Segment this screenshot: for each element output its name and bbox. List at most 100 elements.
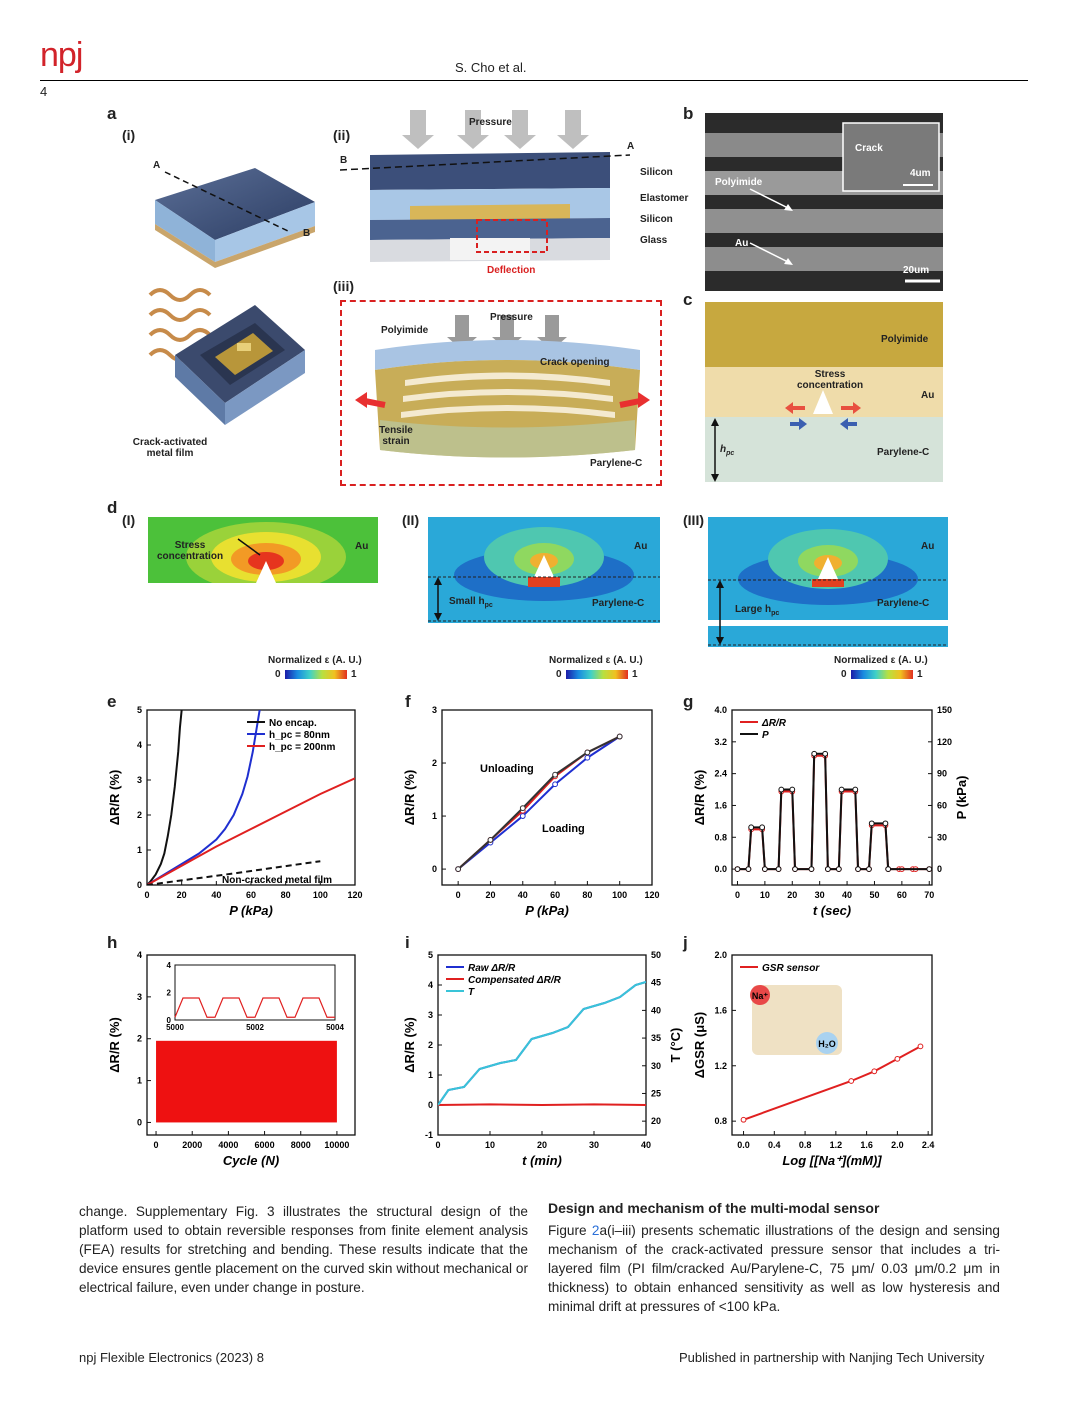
fea-map-3: [708, 517, 948, 647]
body-right-pre: Figure: [548, 1223, 592, 1238]
x-tick-label-e: 120: [347, 890, 362, 900]
y-tick-label-f: 2: [432, 758, 437, 768]
data-point-g: [759, 824, 766, 831]
y2-axis-label-g: P (kPa): [954, 776, 969, 820]
x-tick-label-e: 20: [177, 890, 187, 900]
d-stress-label: Stress concentration: [150, 540, 230, 562]
annotation-unloading: Unloading: [480, 763, 534, 775]
y-tick-label-i: 4: [428, 980, 433, 990]
plot-frame-f: [441, 709, 653, 886]
legend-label-g: P: [762, 730, 769, 741]
data-point-g: [838, 786, 845, 793]
y2-tick-label-g: 60: [937, 800, 947, 810]
legend-label-j: GSR sensor: [762, 963, 820, 974]
x-tick-label-g: 20: [787, 890, 797, 900]
x-tick-label-e: 40: [211, 890, 221, 900]
series-line-f-0: [457, 735, 621, 870]
x-tick-label-j: 2.0: [891, 1140, 904, 1150]
inset-x-tick-label: 5002: [246, 1023, 264, 1032]
chart-j: 0.0 0.4 0.8 1.2 1.6 2.0 2.4 0.8 1.2 1.6 2.0 Log [[N…: [692, 950, 934, 1168]
section-heading: Design and mechanism of the multi-modal …: [548, 1200, 880, 1216]
cbar1-min: 0: [275, 669, 281, 680]
panel-label-h: h: [107, 933, 118, 952]
y-tick-label-i: 0: [428, 1100, 433, 1110]
y-tick-label-e: 3: [137, 775, 142, 785]
y2-tick-label-g: 30: [937, 832, 947, 842]
plot-frame-h: [146, 954, 356, 1136]
y2-tick-label-i: 35: [651, 1033, 661, 1043]
x-tick-label-g: 70: [924, 890, 934, 900]
x-tick-label-f: 120: [644, 890, 659, 900]
fea-map-2: [428, 517, 660, 623]
x-tick-label-g: 0: [735, 890, 740, 900]
parylene-label: Parylene-C: [590, 458, 643, 469]
x-tick-label-f: 20: [485, 890, 495, 900]
data-point-f: [616, 733, 623, 740]
data-point-g: [835, 866, 842, 872]
series-line-i-1: [438, 1103, 646, 1107]
y-tick-label-h: 4: [137, 950, 142, 960]
data-point-g: [852, 786, 859, 793]
x-tick-label-e: 60: [246, 890, 256, 900]
y-tick-label-h: 0: [137, 1117, 142, 1127]
d3-au-label: Au: [921, 541, 935, 552]
data-point-g: [868, 820, 875, 827]
panel-label-a: a: [107, 104, 117, 123]
page-number: 4: [40, 84, 48, 99]
data-point-j: [894, 1055, 901, 1062]
y-tick-label-i: 3: [428, 1010, 433, 1020]
crack-film-label-line2: metal film: [146, 448, 194, 459]
y-tick-label-f: 3: [432, 705, 437, 715]
x-tick-label-g: 40: [842, 890, 852, 900]
annotation-e: Non-cracked metal film: [222, 875, 332, 886]
series-line-e-1: [147, 710, 261, 885]
cbar2-min: 0: [556, 669, 562, 680]
panel-label-b: b: [683, 104, 694, 123]
d2-parylene-label: Parylene-C: [592, 598, 645, 609]
na-label: Na⁺: [752, 991, 769, 1001]
x-tick-label-h: 0: [154, 1140, 159, 1150]
data-point-f: [552, 781, 558, 788]
layer-silicon-label: Silicon: [640, 167, 673, 178]
x-tick-label-h: 2000: [182, 1140, 202, 1150]
panel-label-a-i: (i): [122, 127, 136, 143]
body-right-paragraph: Figure 2a(i–iii) presents schematic illu…: [548, 1221, 1000, 1316]
crack-schematic: [705, 302, 943, 482]
y-tick-label-h: 2: [137, 1034, 142, 1044]
data-point-g: [855, 866, 861, 872]
data-point-g: [824, 866, 831, 872]
figure-link[interactable]: 2: [591, 1223, 600, 1238]
series-line-e-3: [147, 860, 321, 885]
data-point-f: [519, 813, 526, 819]
d-stress: Stress: [174, 540, 206, 551]
header-rule: [40, 80, 1028, 81]
footer-publisher: Published in partnership with Nanjing Te…: [679, 1350, 985, 1365]
cut-label-A: A: [153, 160, 161, 171]
y-tick-label-g: 3.2: [714, 737, 727, 747]
y-tick-label-i: 5: [428, 950, 433, 960]
y2-tick-label-i: 25: [651, 1088, 661, 1098]
y-tick-label-g: 2.4: [714, 769, 727, 779]
stress-concentration-label: Stress concentration: [780, 369, 880, 391]
y-tick-label-g: 0.0: [714, 864, 727, 874]
concentration-label: concentration: [796, 380, 864, 391]
na-ion: [750, 985, 770, 1005]
colorbar-3: [851, 670, 913, 679]
x-axis-label-g: t (sec): [813, 903, 851, 918]
data-point-g: [734, 866, 741, 872]
colorbar-1: [285, 670, 347, 679]
cut-label-B: B: [303, 228, 311, 239]
cbar2-max: 1: [632, 669, 638, 680]
tri-layer-film-illustration: [355, 315, 650, 458]
x-tick-label-i: 20: [537, 1140, 547, 1150]
hpc-sub: pc: [726, 450, 735, 457]
hpc-h: h: [720, 444, 727, 455]
y-tick-label-e: 1: [137, 845, 142, 855]
y2-tick-label-g: 0: [937, 864, 942, 874]
y-tick-label-i: 1: [428, 1070, 433, 1080]
cut-label-A2: A: [627, 141, 635, 152]
series-line-i-2: [438, 981, 646, 1106]
d-concentration: concentration: [156, 551, 224, 562]
cbar1-label: Normalized ε (A. U.): [268, 655, 362, 666]
